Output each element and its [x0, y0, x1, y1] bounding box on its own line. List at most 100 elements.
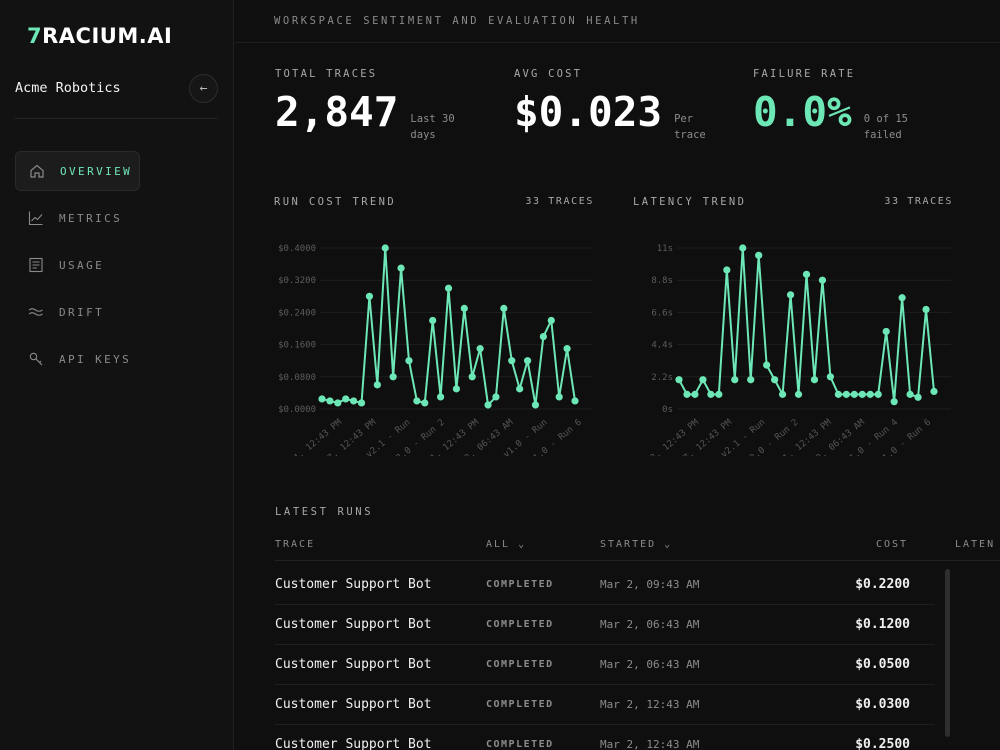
column-latency[interactable]: LATEN	[955, 539, 996, 550]
table-row[interactable]: Customer Support Bot COMPLETED Mar 2, 12:4…	[275, 685, 935, 725]
data-point	[826, 373, 835, 381]
latest-runs-title: LATEST RUNS	[275, 506, 374, 518]
data-point	[794, 390, 803, 398]
data-point	[802, 270, 811, 278]
data-point	[850, 390, 858, 398]
column-trace[interactable]: TRACE	[275, 539, 316, 550]
data-point	[914, 393, 922, 401]
y-tick-label: 6.6s	[651, 308, 673, 318]
y-tick-label: 2.2s	[651, 373, 673, 383]
table-row[interactable]: Customer Support Bot COMPLETED Mar 2, 06:4…	[275, 605, 935, 645]
chevron-down-icon: ⌄	[510, 539, 527, 550]
started-time: Mar 2, 06:43 AM	[600, 658, 700, 671]
stat-label: TOTAL TRACES	[275, 68, 378, 80]
home-icon	[28, 162, 46, 180]
data-point	[334, 399, 342, 407]
data-point	[350, 397, 358, 405]
stat-subtext: Per trace	[674, 113, 706, 141]
stat-total-traces: TOTAL TRACES 2,847 Last 30 days	[275, 68, 470, 143]
started-time: Mar 2, 06:43 AM	[600, 618, 700, 631]
logo-text: RACIUM.AI	[42, 24, 173, 48]
y-tick-label: 8.8s	[651, 276, 673, 286]
cost-value: $0.0500	[855, 657, 910, 672]
data-point	[318, 395, 326, 403]
chart-icon	[27, 209, 45, 227]
data-point	[436, 393, 445, 401]
y-tick-label: $0.2400	[278, 308, 316, 318]
workspace-name: Acme Robotics	[15, 80, 121, 96]
sidebar-item-usage[interactable]: USAGE	[15, 245, 140, 285]
stat-avg-cost: AVG COST $0.023 Per trace	[514, 68, 714, 143]
sidebar-item-label: DRIFT	[59, 305, 105, 319]
data-point	[381, 244, 389, 252]
series-line	[321, 247, 576, 406]
sidebar-divider	[15, 118, 217, 119]
data-point	[930, 387, 938, 396]
table-row[interactable]: Customer Support Bot COMPLETED Mar 2, 12:4…	[275, 725, 935, 750]
key-icon	[27, 350, 45, 368]
y-tick-label: $0.0800	[278, 373, 316, 383]
waves-icon	[27, 303, 45, 321]
trace-name: Customer Support Bot	[275, 577, 432, 592]
data-point	[810, 376, 819, 384]
table-scrollbar[interactable]	[945, 569, 950, 737]
stat-label: FAILURE RATE	[753, 68, 856, 80]
sidebar-item-label: USAGE	[59, 258, 105, 272]
sidebar-item-metrics[interactable]: METRICS	[15, 198, 140, 238]
data-point	[707, 390, 715, 398]
status-badge: COMPLETED	[486, 579, 554, 590]
sidebar-nav: OVERVIEW METRICS USAGE DRIFT API KEYS	[15, 151, 221, 386]
data-point	[683, 390, 691, 398]
runs-table-body: Customer Support Bot COMPLETED Mar 2, 09:4…	[275, 565, 935, 750]
chart-title: LATENCY TREND	[633, 196, 747, 208]
data-point	[389, 373, 397, 381]
data-point	[452, 385, 461, 393]
data-point	[731, 376, 739, 384]
column-started[interactable]: STARTED ⌄	[600, 539, 672, 550]
column-started-label: STARTED	[600, 539, 657, 550]
data-point	[882, 327, 890, 336]
arrow-left-icon: ←	[199, 81, 208, 96]
data-point	[421, 399, 429, 407]
brand-logo[interactable]: 7RACIUM.AI	[27, 24, 172, 48]
sidebar-item-label: METRICS	[59, 211, 123, 225]
column-cost[interactable]: COST	[876, 539, 909, 550]
data-point	[858, 390, 866, 398]
data-point	[508, 357, 516, 365]
data-point	[890, 398, 898, 406]
sidebar-item-drift[interactable]: DRIFT	[15, 292, 140, 332]
page-title: WORKSPACE SENTIMENT AND EVALUATION HEALT…	[274, 15, 640, 27]
status-filter[interactable]: ALL ⌄	[486, 539, 526, 550]
data-point	[357, 399, 366, 407]
started-time: Mar 2, 09:43 AM	[600, 578, 700, 591]
status-badge: COMPLETED	[486, 699, 554, 710]
cost-value: $0.2500	[855, 737, 910, 750]
stat-value: $0.023	[514, 88, 663, 136]
sidebar-item-overview[interactable]: OVERVIEW	[15, 151, 140, 191]
collapse-sidebar-button[interactable]: ←	[189, 74, 218, 103]
column-status: ALL	[486, 539, 511, 550]
document-icon	[27, 256, 45, 274]
data-point	[373, 381, 381, 389]
y-tick-label: $0.1600	[278, 341, 316, 351]
data-point	[715, 390, 723, 398]
sidebar-item-api-keys[interactable]: API KEYS	[15, 339, 140, 379]
y-tick-label: $0.4000	[278, 244, 316, 254]
chart-count: 33 TRACES	[525, 196, 594, 207]
table-row[interactable]: Customer Support Bot COMPLETED Mar 2, 09:4…	[275, 565, 935, 605]
data-point	[492, 393, 500, 401]
data-point	[747, 376, 755, 384]
data-point	[468, 373, 476, 381]
data-point	[516, 385, 524, 393]
table-row[interactable]: Customer Support Bot COMPLETED Mar 2, 06:4…	[275, 645, 935, 685]
data-point	[484, 401, 492, 409]
y-tick-label: 4.4s	[651, 341, 673, 351]
data-point	[866, 390, 874, 398]
stat-value: 0.0%	[753, 88, 852, 136]
data-point	[342, 395, 350, 403]
table-header: TRACE ALL ⌄ STARTED ⌄ COST LATEN	[275, 539, 1000, 561]
data-point	[429, 316, 437, 325]
data-point	[691, 390, 699, 398]
logo-mark: 7	[27, 24, 43, 48]
data-point	[563, 345, 571, 353]
